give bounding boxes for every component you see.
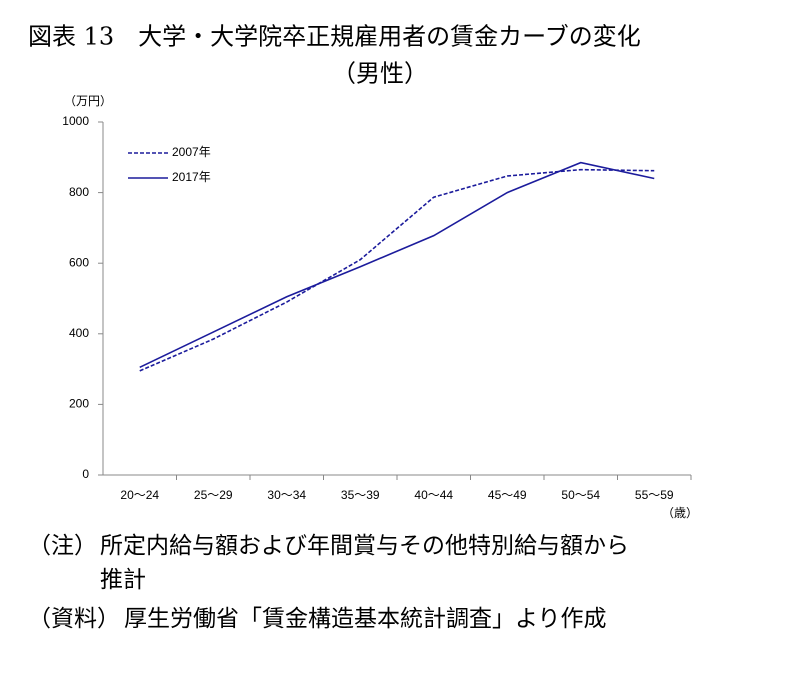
note-text: 所定内給与額および年間賞与その他特別給与額から [100,533,629,559]
x-tick-label: 50〜54 [561,488,600,502]
series-line [139,168,655,372]
note-label: （注） [28,533,97,559]
x-tick-label: 30〜34 [267,488,306,502]
x-unit: （歳） [662,506,698,520]
x-tick-label: 25〜29 [194,488,233,502]
legend-label: 2017年 [172,170,211,184]
x-tick-label: 55〜59 [635,488,674,502]
y-tick-label: 600 [69,255,89,269]
note-text: 推計 [100,567,146,593]
chart-subtitle: （男性） [332,60,428,88]
y-unit: （万円） [64,94,112,108]
y-tick-label: 1000 [62,114,89,128]
y-tick-label: 200 [69,397,89,411]
y-tick-label: 800 [69,185,89,199]
x-tick-label: 40〜44 [414,488,453,502]
y-tick-label: 400 [69,326,89,340]
chart-title: 図表 13 大学・大学院卒正規雇用者の賃金カーブの変化 [28,23,641,51]
x-tick-label: 45〜49 [488,488,527,502]
source-text: 厚生労働省「賃金構造基本統計調査」より作成 [124,606,607,632]
y-tick-label: 0 [82,467,89,481]
source-label: （資料） [28,606,120,632]
legend-label: 2007年 [172,145,211,159]
series-line [139,161,655,369]
x-tick-label: 35〜39 [341,488,380,502]
x-tick-label: 20〜24 [120,488,159,502]
